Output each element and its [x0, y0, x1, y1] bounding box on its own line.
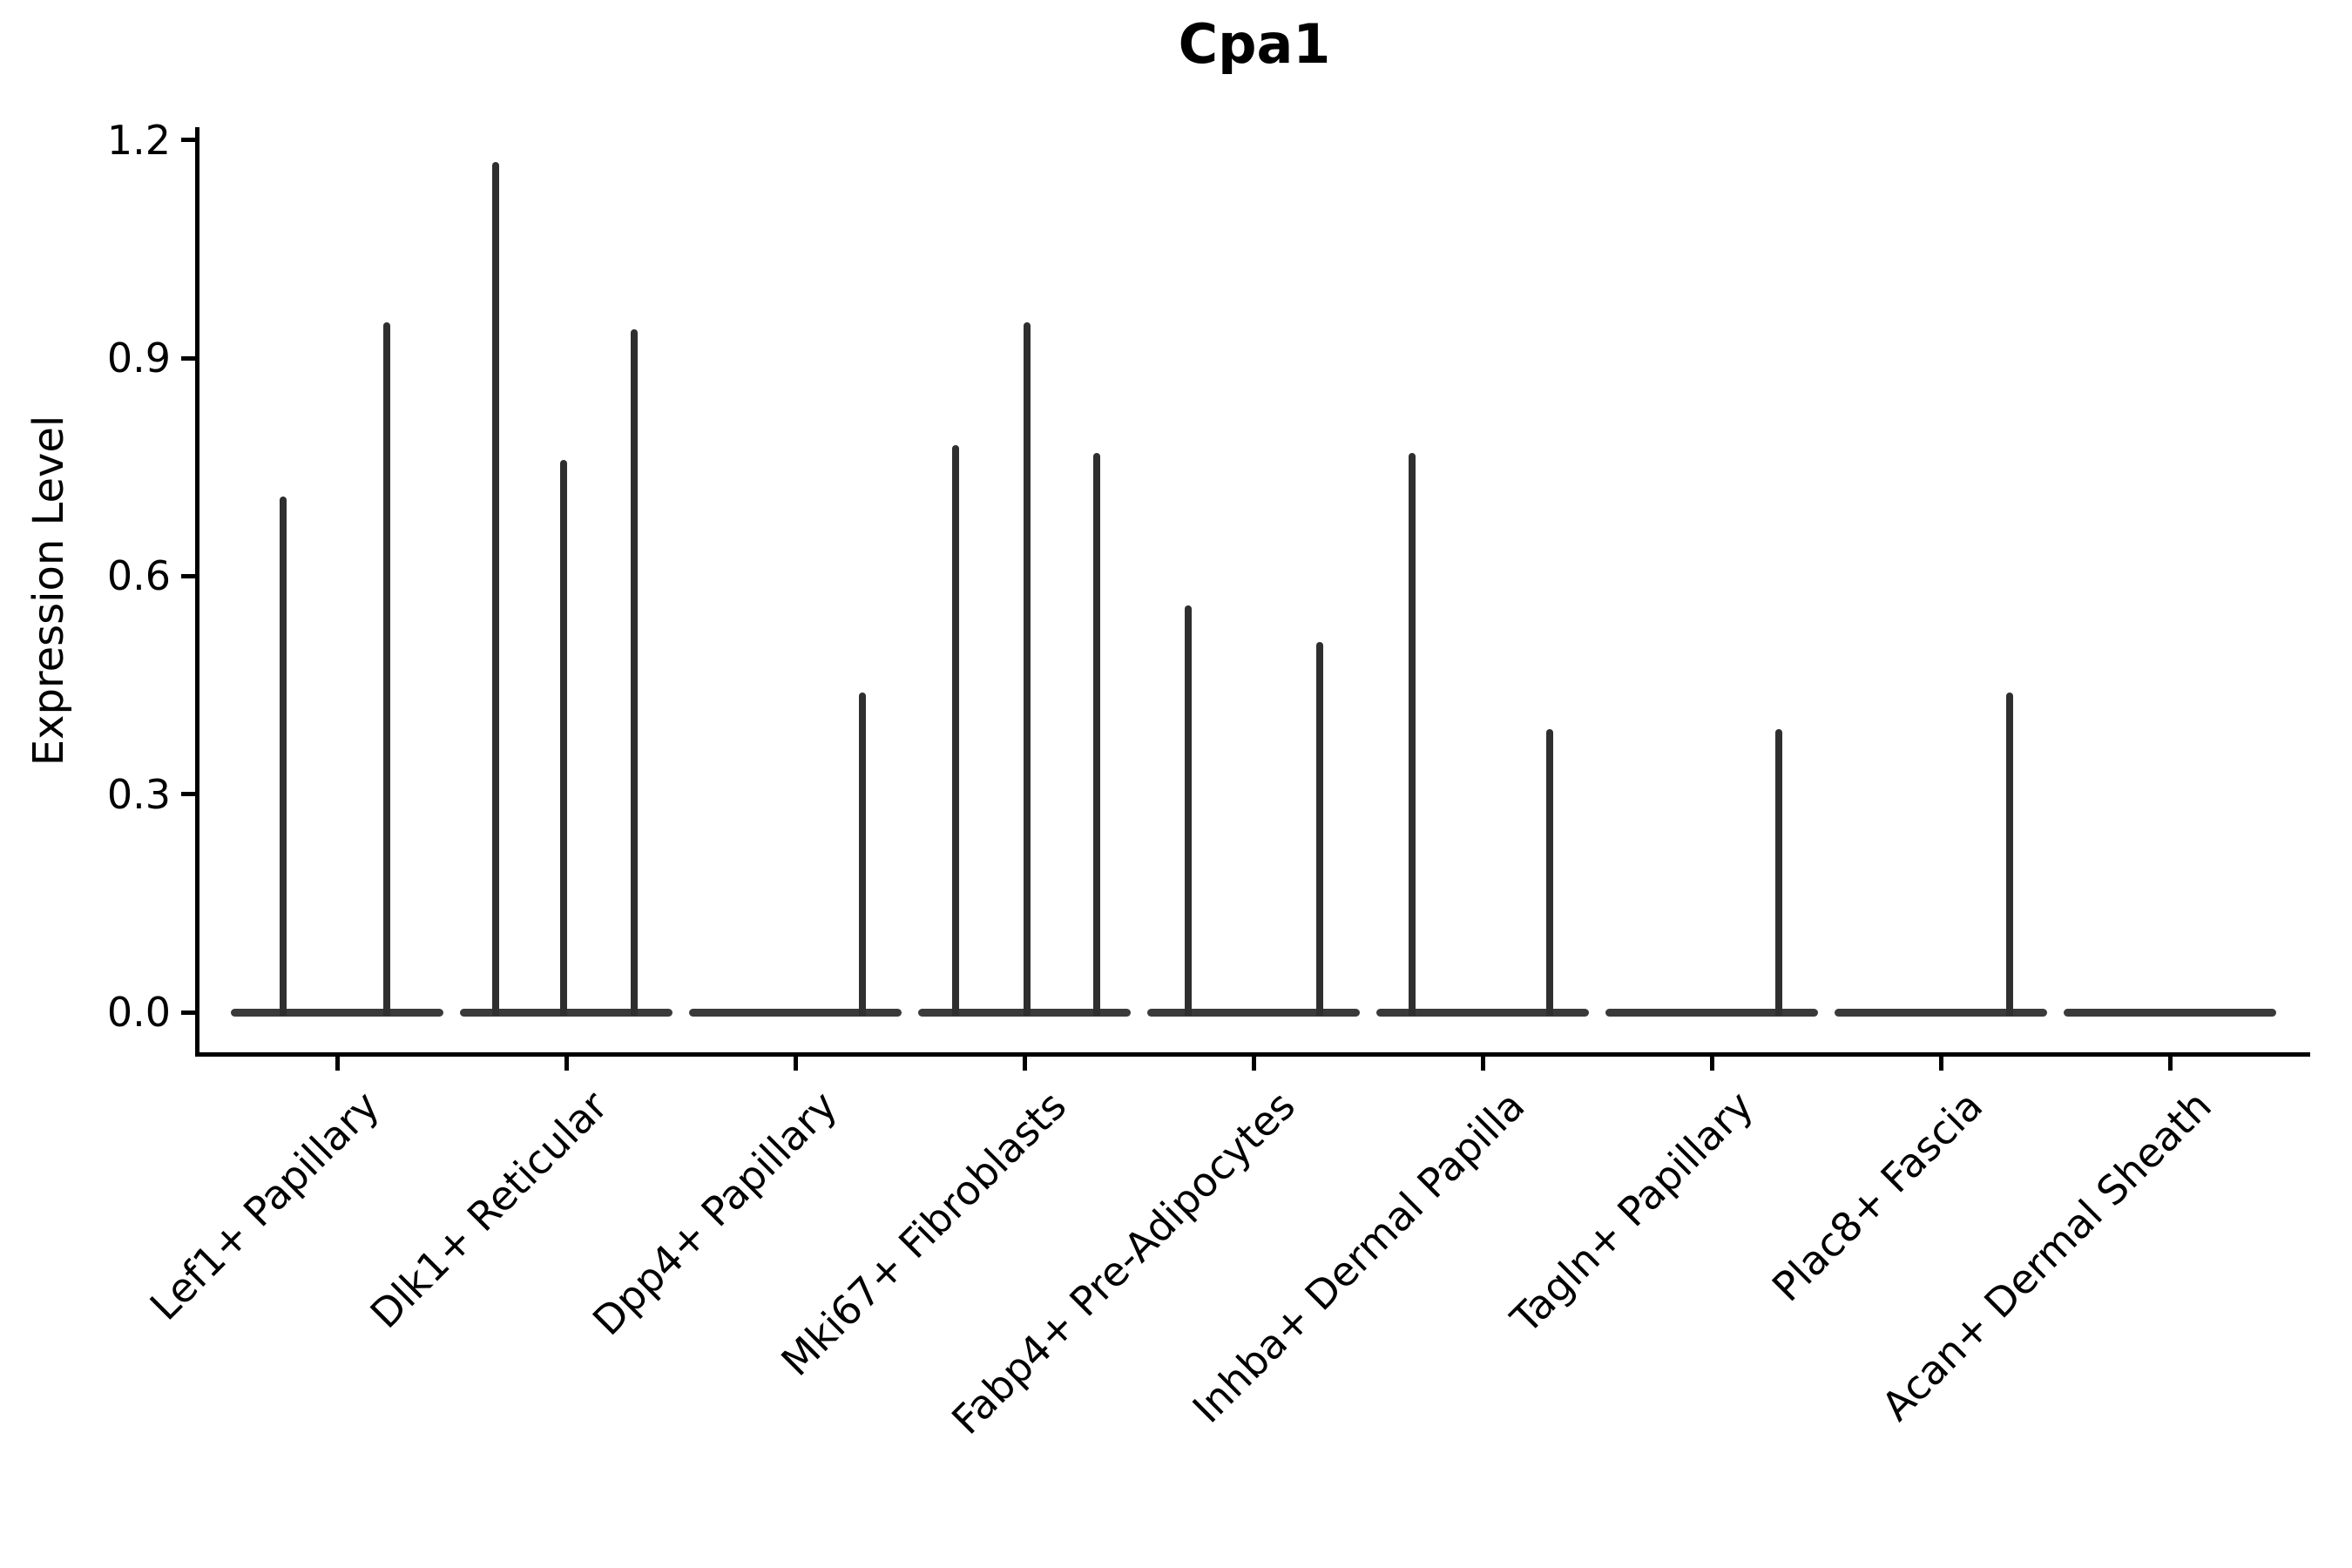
y-tick [181, 355, 195, 361]
x-axis-line [195, 1052, 2310, 1057]
violin-spike [492, 162, 499, 1016]
violin-spike [1093, 452, 1100, 1016]
x-tick [1022, 1057, 1027, 1071]
y-tick [181, 792, 195, 797]
y-tick-label: 0.0 [106, 989, 171, 1036]
x-tick [1480, 1057, 1485, 1071]
chart-title: Cpa1 [1178, 12, 1331, 76]
x-tick-label: Plac8+ Fascia [1762, 1082, 1992, 1311]
y-tick-label: 0.9 [106, 335, 171, 382]
violin-spike [1024, 321, 1031, 1016]
violin-spike [952, 445, 959, 1016]
violin-body [1835, 1008, 2047, 1017]
x-tick [2167, 1057, 2173, 1071]
violin-body [2064, 1008, 2276, 1017]
violin-body [1147, 1008, 1360, 1017]
y-tick [181, 1010, 195, 1015]
x-tick-label: Dpp4+ Papillary [583, 1082, 847, 1345]
violin-body [689, 1008, 902, 1017]
violin-body [231, 1008, 443, 1017]
violin-spike [2006, 692, 2013, 1016]
x-tick [564, 1057, 569, 1071]
x-tick [1251, 1057, 1256, 1071]
y-tick-label: 1.2 [106, 116, 171, 164]
x-tick-label: Tagln+ Papillary [1502, 1082, 1763, 1342]
y-tick-label: 0.6 [106, 552, 171, 600]
violin-spike [383, 321, 390, 1016]
violin-spike [859, 692, 866, 1016]
violin-spike [1546, 728, 1553, 1016]
y-tick [181, 573, 195, 578]
violin-spike [560, 460, 567, 1016]
violin-spike [1316, 641, 1323, 1016]
x-tick [793, 1057, 798, 1071]
violin-spike [1775, 728, 1782, 1016]
y-axis-line [195, 127, 199, 1057]
x-tick-label: Dlk1+ Reticular [361, 1082, 618, 1338]
violin-spike [631, 328, 638, 1016]
violin-spike [1409, 452, 1416, 1016]
x-tick-label: Lef1+ Papillary [140, 1082, 389, 1329]
x-tick [1938, 1057, 1943, 1071]
violin-spike [280, 496, 287, 1016]
x-tick [335, 1057, 340, 1071]
violin-body [1376, 1008, 1589, 1017]
violin-spike [1185, 605, 1192, 1016]
x-tick [1709, 1057, 1714, 1071]
violin-body [1605, 1008, 1818, 1017]
y-tick [181, 138, 195, 143]
y-tick-label: 0.3 [106, 770, 171, 818]
